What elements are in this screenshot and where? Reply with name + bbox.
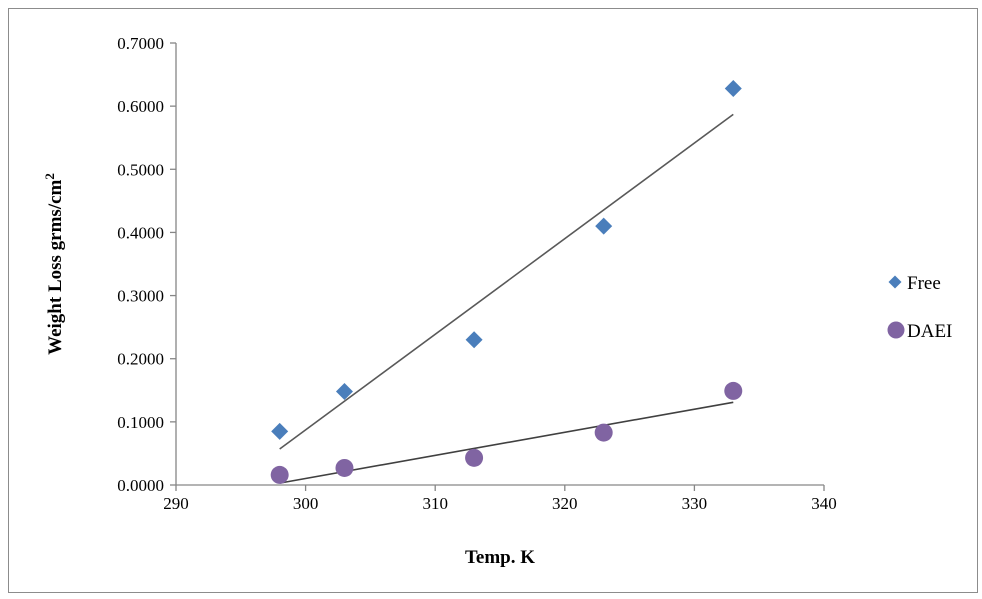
legend-marker-free — [888, 275, 902, 289]
y-tick-label: 0.6000 — [117, 97, 164, 116]
legend: Free DAEI — [887, 273, 952, 342]
point-free — [335, 383, 353, 401]
chart-frame: 0.0000 0.1000 0.2000 0.3000 0.4000 0.5000 0.60… — [8, 8, 978, 593]
axes — [170, 42, 825, 491]
y-tick-label: 0.3000 — [117, 287, 164, 306]
x-tick-label: 330 — [682, 494, 708, 513]
point-daei — [594, 423, 613, 442]
y-tick-label: 0.7000 — [117, 34, 164, 53]
scatter-chart: 0.0000 0.1000 0.2000 0.3000 0.4000 0.5000 0.60… — [42, 34, 953, 568]
legend-marker-daei — [887, 321, 905, 339]
point-free — [465, 331, 483, 349]
data-points — [270, 79, 743, 484]
point-daei — [270, 465, 289, 484]
legend-label-daei: DAEI — [907, 321, 952, 342]
trendlines — [279, 113, 734, 484]
point-free — [595, 217, 613, 235]
point-free — [271, 422, 289, 440]
y-tick-label: 0.0000 — [117, 476, 164, 495]
point-daei — [335, 458, 354, 477]
y-axis-title-superscript: 2 — [42, 173, 57, 180]
point-daei — [724, 381, 743, 400]
y-axis-title-main: Weight Loss grms/cm — [45, 179, 66, 354]
point-daei — [465, 448, 484, 467]
y-tick-label: 0.2000 — [117, 350, 164, 369]
trendline-free — [279, 113, 734, 450]
x-tick-label: 340 — [811, 494, 837, 513]
legend-label-free: Free — [907, 273, 941, 294]
tick-labels: 0.0000 0.1000 0.2000 0.3000 0.4000 0.5000 0.60… — [117, 34, 837, 513]
x-tick-label: 300 — [293, 494, 319, 513]
x-tick-label: 320 — [552, 494, 578, 513]
y-tick-label: 0.5000 — [117, 160, 164, 179]
y-axis-title: Weight Loss grms/cm2 — [42, 173, 67, 355]
y-tick-label: 0.4000 — [117, 223, 164, 242]
y-tick-label: 0.1000 — [117, 413, 164, 432]
x-tick-label: 310 — [422, 494, 448, 513]
trendline-daei — [279, 401, 734, 484]
x-axis-title: Temp. K — [465, 547, 535, 568]
point-free — [724, 79, 742, 97]
x-tick-label: 290 — [163, 494, 189, 513]
